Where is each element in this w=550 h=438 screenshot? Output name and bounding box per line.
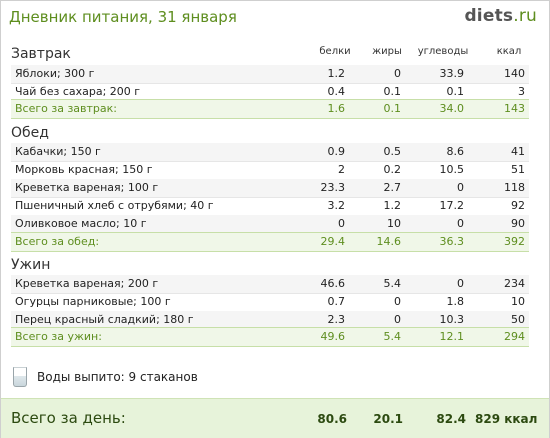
food-name: Перец красный сладкий; 180 г	[15, 313, 194, 326]
fat-value: 10	[387, 217, 401, 230]
fat-value: 5.4	[383, 277, 402, 290]
food-name: Креветка вареная; 200 г	[15, 277, 159, 290]
food-name: Креветка вареная; 100 г	[15, 181, 159, 194]
food-name: Пшеничный хлеб с отрубями; 40 г	[15, 199, 214, 212]
day-kcal: 829 ккал	[475, 412, 538, 426]
protein-value: 1.2	[327, 67, 346, 80]
food-name: Огурцы парниковые; 100 г	[15, 295, 171, 308]
carbs-value: 1.8	[446, 295, 465, 308]
col-fat: жиры	[372, 46, 402, 57]
kcal-value: 234	[504, 277, 525, 290]
column-headers: белки жиры углеводы ккал	[1, 46, 549, 62]
protein-total: 1.6	[327, 102, 346, 115]
protein-value: 2	[338, 163, 345, 176]
meal-title-lunch: Обед	[11, 125, 49, 141]
food-name: Чай без сахара; 200 г	[15, 85, 141, 98]
protein-value: 0.7	[327, 295, 346, 308]
fat-value: 0.5	[383, 145, 402, 158]
table-row: Огурцы парниковые; 100 г 0.7 0 1.8 10	[11, 293, 529, 312]
fat-value: 0.1	[383, 85, 402, 98]
fat-value: 1.2	[383, 199, 402, 212]
meal-title-breakfast: Завтрак	[11, 46, 71, 62]
header: Дневник питания, 31 января diets.ru	[1, 1, 549, 37]
carbs-value: 17.2	[439, 199, 465, 212]
fat-value: 0	[394, 313, 401, 326]
kcal-value: 51	[511, 163, 525, 176]
fat-total: 5.4	[383, 330, 402, 343]
total-label: Всего за обед:	[15, 235, 100, 248]
kcal-total: 143	[504, 102, 525, 115]
fat-total: 14.6	[376, 235, 402, 248]
protein-total: 49.6	[320, 330, 346, 343]
protein-value: 0.4	[327, 85, 346, 98]
protein-value: 46.6	[320, 277, 346, 290]
carbs-value: 0	[457, 181, 464, 194]
col-protein: белки	[319, 46, 351, 57]
carbs-total: 12.1	[439, 330, 465, 343]
total-label: Всего за завтрак:	[15, 102, 118, 115]
day-total-bar: Всего за день: 80.6 20.1 82.4 829 ккал	[1, 398, 549, 438]
fat-total: 0.1	[383, 102, 402, 115]
table-row: Оливковое масло; 10 г 0 10 0 90	[11, 215, 529, 234]
food-name: Яблоки; 300 г	[15, 67, 95, 80]
meal-total-breakfast: Всего за завтрак: 1.6 0.1 34.0 143	[11, 99, 529, 119]
kcal-value: 90	[511, 217, 525, 230]
total-label: Всего за ужин:	[15, 330, 102, 343]
protein-value: 0	[338, 217, 345, 230]
protein-value: 0.9	[327, 145, 346, 158]
protein-total: 29.4	[320, 235, 346, 248]
kcal-total: 294	[504, 330, 525, 343]
kcal-value: 10	[511, 295, 525, 308]
food-name: Морковь красная; 150 г	[15, 163, 153, 176]
food-name: Кабачки; 150 г	[15, 145, 101, 158]
protein-value: 3.2	[327, 199, 346, 212]
kcal-value: 118	[504, 181, 525, 194]
page-title: Дневник питания, 31 января	[9, 8, 237, 26]
table-row: Кабачки; 150 г 0.9 0.5 8.6 41	[11, 143, 529, 162]
table-row: Креветка вареная; 100 г 23.3 2.7 0 118	[11, 179, 529, 198]
kcal-value: 140	[504, 67, 525, 80]
kcal-value: 3	[518, 85, 525, 98]
table-row: Яблоки; 300 г 1.2 0 33.9 140	[11, 65, 529, 84]
day-total-label: Всего за день:	[11, 409, 126, 427]
logo-suffix: .ru	[513, 6, 537, 26]
meal-total-lunch: Всего за обед: 29.4 14.6 36.3 392	[11, 232, 529, 252]
protein-value: 23.3	[320, 181, 346, 194]
water-glass-icon	[13, 367, 27, 387]
table-row: Креветка вареная; 200 г 46.6 5.4 0 234	[11, 275, 529, 294]
carbs-value: 10.3	[439, 313, 465, 326]
carbs-total: 36.3	[439, 235, 465, 248]
kcal-value: 41	[511, 145, 525, 158]
carbs-total: 34.0	[439, 102, 465, 115]
carbs-value: 8.6	[446, 145, 465, 158]
site-logo[interactable]: diets.ru	[464, 6, 537, 26]
logo-main: diets	[464, 6, 514, 26]
fat-value: 0	[394, 67, 401, 80]
carbs-value: 10.5	[439, 163, 465, 176]
meal-total-dinner: Всего за ужин: 49.6 5.4 12.1 294	[11, 327, 529, 347]
table-row: Морковь красная; 150 г 2 0.2 10.5 51	[11, 161, 529, 180]
carbs-value: 33.9	[439, 67, 465, 80]
table-row: Перец красный сладкий; 180 г 2.3 0 10.3 …	[11, 311, 529, 330]
carbs-value: 0	[457, 277, 464, 290]
protein-value: 2.3	[327, 313, 346, 326]
col-kcal: ккал	[496, 46, 522, 57]
table-row: Пшеничный хлеб с отрубями; 40 г 3.2 1.2 …	[11, 197, 529, 216]
day-fat: 20.1	[373, 412, 403, 426]
day-protein: 80.6	[317, 412, 347, 426]
carbs-value: 0	[457, 217, 464, 230]
day-carbs: 82.4	[436, 412, 466, 426]
col-carbs: углеводы	[417, 46, 469, 57]
fat-value: 0	[394, 295, 401, 308]
kcal-value: 92	[511, 199, 525, 212]
kcal-total: 392	[504, 235, 525, 248]
meal-title-dinner: Ужин	[11, 257, 51, 273]
food-name: Оливковое масло; 10 г	[15, 217, 147, 230]
carbs-value: 0.1	[446, 85, 465, 98]
fat-value: 2.7	[383, 181, 402, 194]
water-text: Воды выпито: 9 стаканов	[37, 370, 198, 384]
fat-value: 0.2	[383, 163, 402, 176]
kcal-value: 50	[511, 313, 525, 326]
